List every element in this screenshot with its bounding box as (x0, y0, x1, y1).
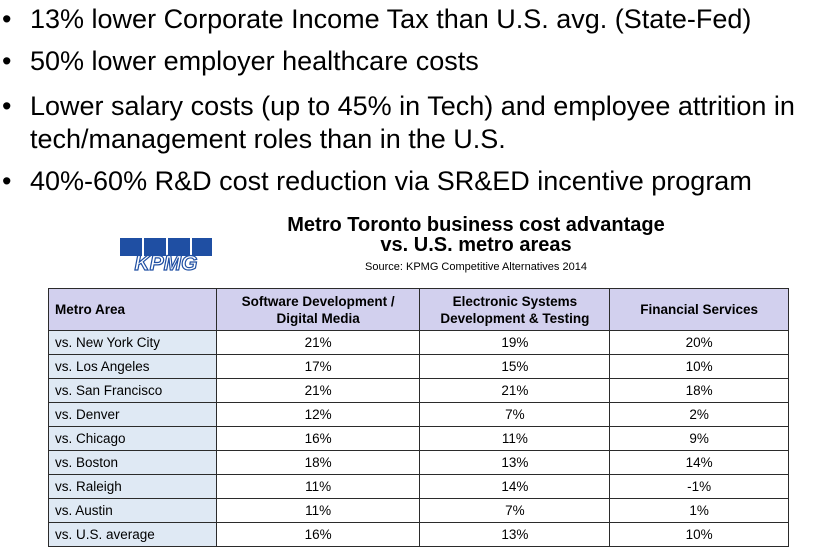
value-cell: 12% (215, 402, 421, 427)
header-financial-services: Financial Services (609, 288, 789, 331)
bullet-item: • Lower salary costs (up to 45% in Tech)… (0, 90, 840, 156)
cost-advantage-table: Metro Area Software Development / Digita… (48, 288, 789, 547)
value-cell: 18% (215, 450, 421, 475)
value-cell: -1% (609, 474, 789, 499)
table-row: vs. Austin 11% 7% 1% (48, 498, 789, 523)
value-cell: 15% (419, 354, 611, 379)
bullet-text: Lower salary costs (up to 45% in Tech) a… (30, 91, 795, 154)
value-cell: 20% (609, 330, 789, 355)
table-row: vs. Raleigh 11% 14% -1% (48, 474, 789, 499)
value-cell: 16% (215, 522, 421, 547)
value-cell: 11% (419, 426, 611, 451)
metro-cell: vs. San Francisco (48, 378, 217, 403)
bullet-text: 13% lower Corporate Income Tax than U.S.… (30, 4, 752, 34)
table-subtitle: vs. U.S. metro areas (380, 234, 572, 256)
header-electronic-systems: Electronic Systems Development & Testing (419, 288, 611, 331)
value-cell: 7% (419, 402, 611, 427)
metro-cell: vs. Los Angeles (48, 354, 217, 379)
value-cell: 14% (609, 450, 789, 475)
metro-cell: vs. Raleigh (48, 474, 217, 499)
bullet-dot: • (2, 46, 12, 76)
table-row: vs. U.S. average 16% 13% 10% (48, 522, 789, 547)
value-cell: 1% (609, 498, 789, 523)
value-cell: 10% (609, 354, 789, 379)
value-cell: 11% (215, 474, 421, 499)
value-cell: 10% (609, 522, 789, 547)
header-software-development: Software Development / Digital Media (215, 288, 421, 331)
bullet-text: 50% lower employer healthcare costs (30, 46, 479, 76)
value-cell: 7% (419, 498, 611, 523)
bullet-dot: • (2, 4, 12, 34)
value-cell: 19% (419, 330, 611, 355)
value-cell: 21% (419, 378, 611, 403)
metro-cell: vs. Boston (48, 450, 217, 475)
value-cell: 9% (609, 426, 789, 451)
bullet-item: • 40%-60% R&D cost reduction via SR&ED i… (0, 166, 752, 196)
bullet-dot: • (2, 166, 12, 196)
table-row: vs. Chicago 16% 11% 9% (48, 426, 789, 451)
bullet-dot: • (2, 91, 12, 121)
table-row: vs. Los Angeles 17% 15% 10% (48, 354, 789, 379)
bullet-item: • 50% lower employer healthcare costs (0, 46, 479, 76)
value-cell: 21% (215, 330, 421, 355)
value-cell: 16% (215, 426, 421, 451)
metro-cell: vs. New York City (48, 330, 217, 355)
value-cell: 18% (609, 378, 789, 403)
source-note: Source: KPMG Competitive Alternatives 20… (365, 261, 587, 273)
table-row: vs. Denver 12% 7% 2% (48, 402, 789, 427)
value-cell: 21% (215, 378, 421, 403)
value-cell: 13% (419, 450, 611, 475)
value-cell: 17% (215, 354, 421, 379)
table-row: vs. Boston 18% 13% 14% (48, 450, 789, 475)
table-title: Metro Toronto business cost advantage (287, 214, 665, 236)
metro-cell: vs. Denver (48, 402, 217, 427)
header-metro-area: Metro Area (48, 288, 217, 331)
kpmg-logo-text: KPMG (135, 252, 198, 274)
bullet-text: 40%-60% R&D cost reduction via SR&ED inc… (30, 166, 752, 196)
value-cell: 2% (609, 402, 789, 427)
value-cell: 13% (419, 522, 611, 547)
table-header-row: Metro Area Software Development / Digita… (48, 288, 789, 331)
kpmg-logo: KPMG (120, 238, 212, 274)
table-row: vs. San Francisco 21% 21% 18% (48, 378, 789, 403)
value-cell: 14% (419, 474, 611, 499)
value-cell: 11% (215, 498, 421, 523)
metro-cell: vs. Chicago (48, 426, 217, 451)
table-row: vs. New York City 21% 19% 20% (48, 330, 789, 355)
bullet-item: • 13% lower Corporate Income Tax than U.… (0, 4, 751, 34)
metro-cell: vs. Austin (48, 498, 217, 523)
metro-cell: vs. U.S. average (48, 522, 217, 547)
